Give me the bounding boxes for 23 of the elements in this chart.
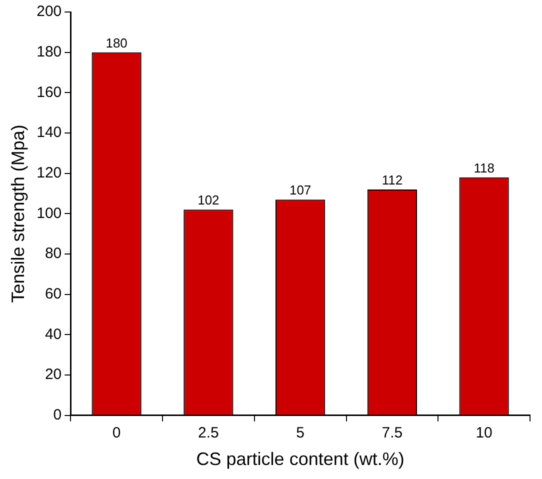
data-label: 180 [106,35,128,50]
y-tick-label: 140 [36,124,62,142]
y-tick-label: 40 [44,326,62,343]
x-tick-label: 0 [112,424,121,442]
x-tick-label: 7.5 [382,424,403,442]
data-label: 102 [198,192,220,208]
x-tick-label: 10 [476,424,492,442]
y-tick-label: 20 [44,366,62,384]
y-tick-label: 60 [44,286,62,303]
x-axis-title: CS particle content (wt.%) [196,449,404,470]
y-tick-label: 80 [44,245,62,262]
x-tick-label: 5 [296,424,304,442]
y-tick-label: 200 [36,3,62,20]
data-label: 118 [474,160,494,176]
data-label: 112 [382,172,403,188]
y-axis-title: Tensile strength (Mpa) [8,124,28,303]
y-tick-label: 160 [36,84,62,101]
y-tick-label: 180 [36,43,62,60]
x-tick-label: 2.5 [198,424,219,442]
data-label: 107 [289,182,312,198]
y-tick-label: 100 [36,204,62,222]
y-tick-label: 120 [36,164,62,182]
y-tick-label: 0 [53,406,62,424]
